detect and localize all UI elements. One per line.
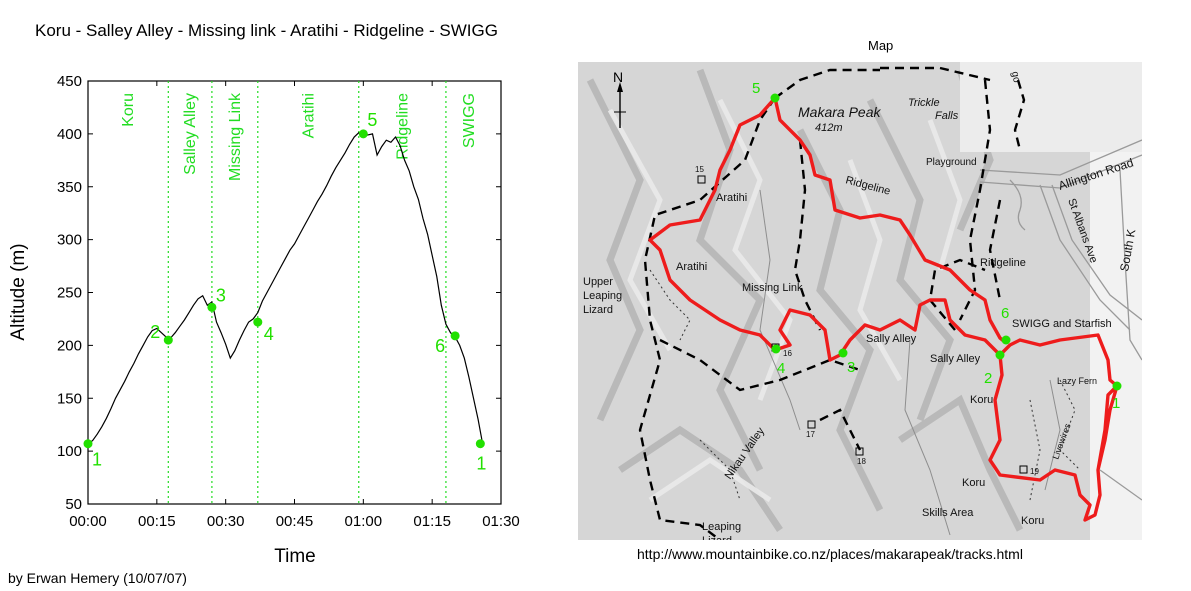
segment-label: SWIGG	[461, 93, 478, 148]
waypoint-label: 4	[264, 324, 274, 344]
route-path	[648, 96, 1119, 522]
x-axis-label: Time	[274, 546, 316, 567]
y-tick-label: 150	[57, 390, 82, 407]
map-label-leaping-lizard-2: Lizard	[702, 535, 732, 547]
map-point-5	[770, 93, 780, 103]
segment-label: Aratihi	[300, 93, 317, 138]
waypoint-label: 1	[476, 454, 486, 474]
y-tick-label: 450	[57, 73, 82, 90]
map-point-2	[995, 350, 1005, 360]
x-tick-label: 01:15	[413, 513, 451, 530]
map-label-15: 15	[695, 165, 704, 174]
north-arrow-icon	[614, 82, 626, 128]
map-point-2-label: 2	[984, 370, 992, 387]
x-tick-label: 00:15	[138, 513, 176, 530]
waypoint-label: 5	[367, 110, 377, 130]
waypoint-label: 6	[435, 336, 445, 356]
waypoint-label: 2	[150, 322, 160, 342]
map-label-leaping-lizard: Leaping	[702, 521, 741, 533]
roads	[979, 139, 1142, 501]
x-tick-label: 01:00	[345, 513, 383, 530]
y-tick-label: 250	[57, 285, 82, 302]
segment-label: Salley Alley	[182, 93, 199, 175]
north-label: N	[613, 69, 623, 85]
waypoint-marker	[358, 129, 368, 139]
map-label-upper-leaping: Upper	[583, 276, 613, 288]
map-label-swigg: SWIGG and Starfish	[1012, 318, 1112, 330]
waypoint-marker	[253, 317, 263, 327]
y-tick-label: 100	[57, 443, 82, 460]
map-label-upper-leaping-2: Leaping	[583, 290, 622, 302]
map-point-5-label: 5	[752, 80, 760, 97]
map-label-sally-alley: Sally Alley	[866, 333, 917, 345]
x-tick-label: 00:00	[69, 513, 107, 530]
waypoint-label: 1	[92, 450, 102, 470]
segment-label: Koru	[120, 93, 137, 127]
map-label-missing-link: Missing Link	[742, 282, 803, 294]
map-label-16: 16	[783, 349, 792, 358]
minor-tracks	[649, 269, 1081, 501]
map-label-19: 19	[1030, 467, 1039, 476]
urban-area-top	[960, 62, 1142, 152]
segment-label: Missing Link	[227, 92, 244, 181]
map-point-6-label: 6	[1001, 305, 1009, 322]
waypoint-marker	[207, 302, 217, 312]
map-point-4-label: 4	[777, 360, 785, 377]
map-label-trickle-falls: Trickle	[908, 97, 940, 109]
map-point-3	[838, 348, 848, 358]
altitude-line	[87, 132, 484, 445]
map-waypoints: 5 4 3 2 6 1	[752, 80, 1122, 412]
map-label-makara-peak: Makara Peak	[798, 104, 881, 120]
map-label-go: go	[1009, 71, 1022, 84]
waypoint-marker	[163, 335, 173, 345]
map-point-1	[1112, 381, 1122, 391]
y-tick-label: 300	[57, 232, 82, 249]
waypoint-markers: 1 2 3 4 5 6 1	[83, 110, 486, 474]
waypoint-marker	[83, 439, 93, 449]
map-label-aratihi-2: Aratihi	[676, 261, 707, 273]
map-label-sally-alley-2: Sally Alley	[930, 353, 981, 365]
map-point-3-label: 3	[847, 359, 855, 376]
map-label-koru-3: Koru	[1021, 515, 1044, 527]
segment-dividers	[167, 81, 447, 504]
waypoint-marker	[475, 439, 485, 449]
map-point-1-label: 1	[1112, 395, 1120, 412]
map-point-4	[771, 344, 781, 354]
map-label-trickle-falls-2: Falls	[935, 110, 959, 122]
y-axis-label: Altitude (m)	[8, 243, 29, 340]
y-tick-label: 350	[57, 179, 82, 196]
map-label-lazy-fern: Lazy Fern	[1057, 376, 1097, 386]
y-axis-ticks: 50 100 150 200 250 300 350 400 450	[57, 73, 501, 513]
x-tick-label: 01:30	[482, 513, 520, 530]
map-label-17: 17	[806, 430, 815, 439]
map-label-aratihi: Aratihi	[716, 192, 747, 204]
x-axis-ticks: 00:00 00:15 00:30 00:45 01:00 01:15 01:30	[69, 81, 520, 530]
map-label-koru-2: Koru	[962, 477, 985, 489]
streams	[759, 189, 1061, 536]
segment-labels: Koru Salley Alley Missing Link Aratihi Ridge…	[120, 92, 478, 181]
waypoint-marker	[450, 331, 460, 341]
map-label-18: 18	[857, 457, 866, 466]
x-tick-label: 00:30	[207, 513, 245, 530]
altitude-chart: Koru Salley Alley Missing Link Aratihi Ridge…	[8, 73, 520, 567]
author-credit: by Erwan Hemery (10/07/07)	[8, 570, 187, 586]
y-tick-label: 200	[57, 337, 82, 354]
x-tick-label: 00:45	[276, 513, 314, 530]
y-tick-label: 50	[65, 496, 82, 513]
waypoint-label: 3	[216, 285, 226, 305]
map-label-playground: Playground	[926, 157, 977, 168]
map-point-6	[1001, 335, 1011, 345]
map-label-upper-leaping-3: Lizard	[583, 304, 613, 316]
map-label-skills-area: Skills Area	[922, 507, 974, 519]
map-label-ridgeline-2: Ridgeline	[980, 257, 1026, 269]
map-title: Map	[868, 38, 894, 53]
plot-frame	[87, 80, 502, 505]
y-tick-label: 400	[57, 126, 82, 143]
other-tracks	[638, 66, 1026, 540]
map-label-elevation: 412m	[815, 122, 843, 134]
map-label-koru: Koru	[970, 394, 993, 406]
chart-title: Koru - Salley Alley - Missing link - Ara…	[35, 21, 498, 40]
map-source-url: http://www.mountainbike.co.nz/places/mak…	[637, 546, 1023, 562]
